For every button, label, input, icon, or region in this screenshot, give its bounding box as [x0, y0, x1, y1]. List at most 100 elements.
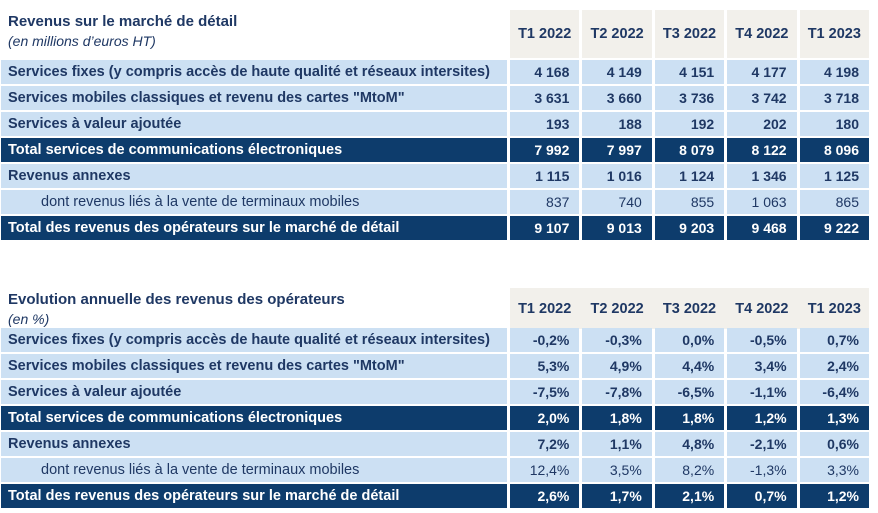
table-row: Services mobiles classiques et revenu de…	[1, 86, 869, 110]
cell-value: 2,0%	[510, 406, 580, 430]
column-header: T1 2022	[510, 10, 580, 58]
cell-value: -7,5%	[510, 380, 580, 404]
table-header-row: Evolution annuelle des revenus des opéra…	[1, 288, 869, 329]
cell-value: 3 631	[510, 86, 580, 110]
cell-value: -6,4%	[799, 380, 869, 404]
row-label: Services mobiles classiques et revenu de…	[1, 354, 507, 378]
cell-value: 2,4%	[799, 354, 869, 378]
column-header: T4 2022	[735, 300, 789, 317]
cell-value: 193	[510, 112, 580, 136]
cell-value: 1 346	[727, 164, 797, 188]
cell-value: -7,8%	[582, 380, 652, 404]
table-title-block: Revenus sur le marché de détail (en milli…	[1, 10, 507, 58]
cell-value: 3 660	[582, 86, 652, 110]
cell-value: 7 997	[582, 138, 652, 162]
row-label: Services fixes (y compris accès de haute…	[1, 328, 507, 352]
cell-value: -6,5%	[654, 380, 725, 404]
cell-value: 1 063	[727, 190, 797, 214]
cell-value: 2,1%	[654, 484, 725, 508]
cell-value: 4 149	[582, 60, 652, 84]
cell-value: 740	[582, 190, 652, 214]
row-label: Total services de communications électro…	[1, 138, 507, 162]
cell-value: 1,7%	[582, 484, 652, 508]
cell-value: 1,2%	[727, 406, 797, 430]
cell-value: 0,6%	[799, 432, 869, 456]
row-label: Total des revenus des opérateurs sur le …	[1, 484, 507, 508]
total-row: Total services de communications électro…	[1, 138, 869, 162]
cell-value: 1,1%	[582, 432, 652, 456]
evolution-table: Evolution annuelle des revenus des opéra…	[1, 288, 869, 510]
cell-value: 0,7%	[799, 328, 869, 352]
cell-value: 4 198	[799, 60, 869, 84]
cell-value: -0,5%	[727, 328, 797, 352]
cell-value: 3,3%	[799, 458, 869, 482]
column-header: T1 2022	[518, 300, 572, 317]
column-header: T1 2023	[799, 10, 869, 58]
cell-value: 188	[582, 112, 652, 136]
table-title: Revenus sur le marché de détail	[8, 13, 238, 30]
column-header: T2 2022	[590, 300, 644, 317]
column-header-band: T1 2022 T2 2022 T3 2022 T4 2022 T1 2023	[510, 288, 869, 329]
table-subtitle: (en %)	[8, 311, 50, 327]
row-label: Services fixes (y compris accès de haute…	[1, 60, 507, 84]
table-row: Services fixes (y compris accès de haute…	[1, 328, 869, 352]
cell-value: 3 718	[799, 86, 869, 110]
table-row: Services mobiles classiques et revenu de…	[1, 354, 869, 378]
cell-value: 1,2%	[799, 484, 869, 508]
table-row: Revenus annexes 7,2% 1,1% 4,8% -2,1% 0,6%	[1, 432, 869, 456]
cell-value: 9 468	[727, 216, 797, 240]
table-subtitle: (en millions d’euros HT)	[8, 33, 156, 49]
revenue-table: Revenus sur le marché de détail (en milli…	[1, 10, 869, 242]
cell-value: 4,8%	[654, 432, 725, 456]
cell-value: 4,4%	[654, 354, 725, 378]
row-label: dont revenus liés à la vente de terminau…	[1, 190, 507, 214]
cell-value: 3,4%	[727, 354, 797, 378]
total-row: Total des revenus des opérateurs sur le …	[1, 484, 869, 508]
cell-value: 8 096	[799, 138, 869, 162]
row-label: Services à valeur ajoutée	[1, 112, 507, 136]
row-label: Revenus annexes	[1, 164, 507, 188]
cell-value: 9 203	[654, 216, 725, 240]
cell-value: 1,8%	[582, 406, 652, 430]
cell-value: 855	[654, 190, 725, 214]
cell-value: 865	[799, 190, 869, 214]
cell-value: 9 222	[799, 216, 869, 240]
row-label: Total services de communications électro…	[1, 406, 507, 430]
cell-value: 8,2%	[654, 458, 725, 482]
table-title-block: Evolution annuelle des revenus des opéra…	[1, 288, 507, 329]
row-label: Total des revenus des opérateurs sur le …	[1, 216, 507, 240]
cell-value: 4,9%	[582, 354, 652, 378]
cell-value: 4 168	[510, 60, 580, 84]
table-row: Services à valeur ajoutée -7,5% -7,8% -6,5%…	[1, 380, 869, 404]
total-row: Total services de communications électro…	[1, 406, 869, 430]
column-header: T2 2022	[582, 10, 652, 58]
row-label: Services à valeur ajoutée	[1, 380, 507, 404]
row-label: Services mobiles classiques et revenu de…	[1, 86, 507, 110]
cell-value: 1,8%	[654, 406, 725, 430]
column-header: T3 2022	[654, 10, 725, 58]
cell-value: 1 115	[510, 164, 580, 188]
table-header-row: Revenus sur le marché de détail (en milli…	[1, 10, 869, 58]
cell-value: 9 013	[582, 216, 652, 240]
cell-value: 12,4%	[510, 458, 580, 482]
cell-value: -1,1%	[727, 380, 797, 404]
cell-value: 1 016	[582, 164, 652, 188]
cell-value: 8 122	[727, 138, 797, 162]
table-row: dont revenus liés à la vente de terminau…	[1, 458, 869, 482]
table-row: Services à valeur ajoutée 193 188 192 202 180	[1, 112, 869, 136]
cell-value: 7,2%	[510, 432, 580, 456]
cell-value: -1,3%	[727, 458, 797, 482]
cell-value: -2,1%	[727, 432, 797, 456]
cell-value: 3 736	[654, 86, 725, 110]
row-label: Revenus annexes	[1, 432, 507, 456]
column-header: T1 2023	[807, 300, 861, 317]
cell-value: 180	[799, 112, 869, 136]
cell-value: 3,5%	[582, 458, 652, 482]
table-title: Evolution annuelle des revenus des opéra…	[8, 291, 345, 308]
table-row: Revenus annexes 1 115 1 016 1 124 1 346 1 125	[1, 164, 869, 188]
cell-value: 8 079	[654, 138, 725, 162]
cell-value: 2,6%	[510, 484, 580, 508]
cell-value: 192	[654, 112, 725, 136]
total-row: Total des revenus des opérateurs sur le …	[1, 216, 869, 240]
